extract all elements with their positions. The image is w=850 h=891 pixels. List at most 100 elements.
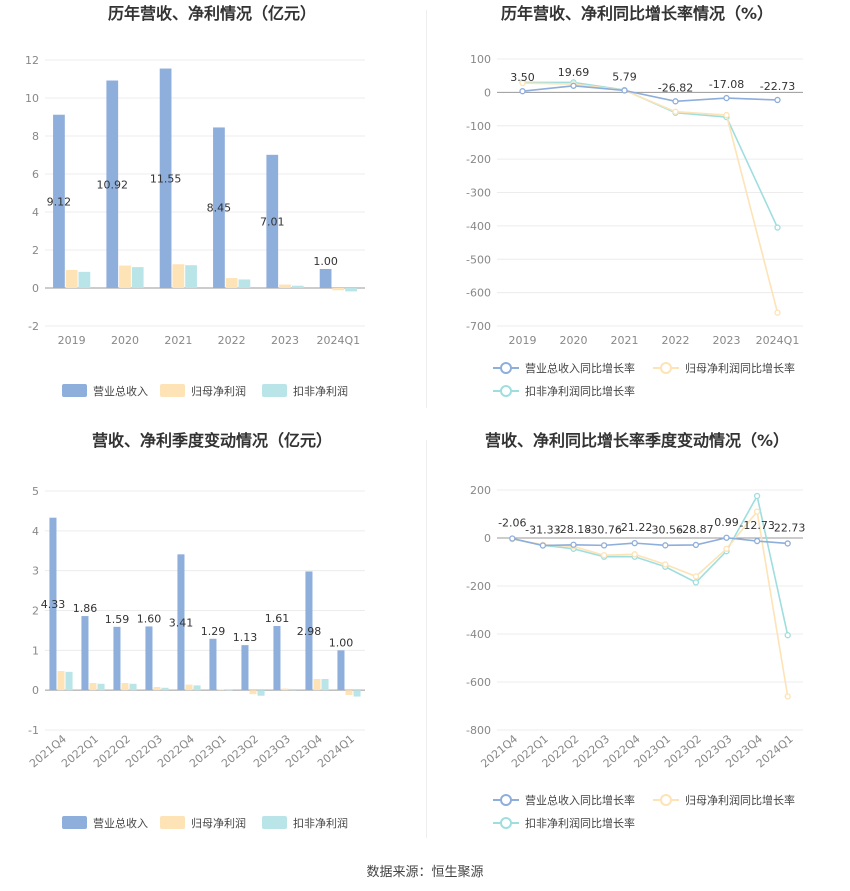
bar [345,690,353,695]
x-tick-label: 2020 [111,334,139,347]
data-label: 0.99 [714,516,739,529]
data-point [692,579,700,586]
data-point [662,542,669,549]
data-point [621,87,628,94]
series-line [512,536,788,547]
x-tick-label: 2024Q1 [756,334,800,347]
bar [225,278,238,288]
bar [291,285,304,288]
data-label: 3.41 [169,616,194,629]
data-point [539,542,547,549]
data-label: -26.82 [658,81,693,94]
legend-label: 扣非净利润 [293,816,348,830]
chart-annual-growth-rate: 历年营收、净利同比增长率情况（%） -700 -600 -500 -400 -300 -20… [425,0,850,430]
bar [249,690,257,695]
legend: 营业总收入 归母净利润 扣非净利润 [62,816,348,830]
data-label: -22.73 [770,521,805,534]
chart-quarterly-revenue-profit: 营收、净利季度变动情况（亿元） -1 0 1 2 3 4 5 2021Q4 2022Q1 2022Q… [0,430,425,860]
data-point [784,540,791,547]
series-line [512,493,789,636]
data-label: -17.08 [709,78,744,91]
y-tick-label: -200 [466,580,491,593]
data-label: 1.29 [201,625,226,638]
legend-label: 营业总收入 [93,816,148,830]
data-label: 1.13 [233,631,258,644]
data-label: 1.00 [329,636,354,649]
chart-title: 历年营收、净利同比增长率情况（%） [501,4,773,23]
y-tick-label: -300 [466,187,491,200]
y-tick-label: -400 [466,628,491,641]
bar [53,114,65,288]
legend-swatch [62,816,87,829]
legend-label: 营业总收入同比增长率 [525,793,635,807]
data-point [509,535,516,542]
legend-marker [500,385,512,397]
data-point [774,96,781,104]
legend-marker [660,794,672,806]
bar [225,689,233,691]
data-point [692,541,700,549]
bar [177,554,185,691]
y-tick-label: 2 [32,605,39,618]
bar [241,645,249,691]
bar [345,288,357,292]
legend-label: 归母净利润同比增长率 [685,361,795,375]
y-tick-label: 6 [32,168,39,181]
bar [279,284,291,288]
y-tick-label: -800 [466,724,491,737]
bar [159,68,172,288]
y-tick-label: 3 [32,565,39,578]
y-tick-label: 0 [32,684,39,697]
bar [81,616,89,691]
y-tick-label: 2 [32,244,39,257]
bar [172,264,185,288]
data-label: -12.73 [739,519,774,532]
legend-label: 营业总收入同比增长率 [525,361,635,375]
bar [353,690,361,697]
chart-quarterly-revenue-profit-svg: 营收、净利季度变动情况（亿元）-10123452021Q42022Q12022Q… [27,431,365,830]
data-label: 1.00 [313,255,338,268]
bar [57,671,65,691]
y-tick-label: -600 [466,287,491,300]
chart-quarterly-growth-rate: 营收、净利同比增长率季度变动情况（%） -800 -600 -400 -200 0 200 2… [425,430,850,860]
data-point [692,573,700,580]
bar [106,80,119,289]
bar [321,679,329,691]
data-label: -28.18 [556,523,591,536]
bar [78,271,91,288]
y-tick-label: 1 [32,644,39,657]
data-label: 11.55 [150,172,182,185]
bar [97,683,105,691]
data-point [672,108,679,115]
x-tick-label: 2023 [713,334,741,347]
data-label: 1.61 [265,612,290,625]
data-point [519,88,526,95]
legend-marker [500,817,512,829]
bar [209,638,217,691]
bar [337,650,345,691]
chart-annual-revenue-profit-svg: 历年营收、净利情况（亿元） -2 0 2 4 6 8 10 12 2019 2020 2021 2022… [25,4,365,398]
legend-marker [500,794,512,806]
x-tick-label: 2020 [560,334,588,347]
y-tick-label: 0 [484,532,491,545]
bar [121,682,129,691]
data-point [631,539,638,547]
legend-swatch [160,816,185,829]
series-line [522,82,779,313]
y-tick-label: -1 [28,724,39,737]
bar [319,269,332,288]
bar [257,690,265,696]
data-label: 7.01 [260,215,285,228]
x-tick-label: 2024Q1 [315,732,357,770]
data-point [662,561,669,568]
legend: 营业总收入 归母净利润 扣非净利润 [62,384,348,398]
series-line [522,84,778,103]
bar [213,127,225,288]
y-tick-label: 8 [32,130,39,143]
y-tick-label: -400 [466,220,491,233]
bar [193,685,201,691]
data-label: 1.59 [105,613,130,626]
y-tick-label: 4 [32,206,39,219]
